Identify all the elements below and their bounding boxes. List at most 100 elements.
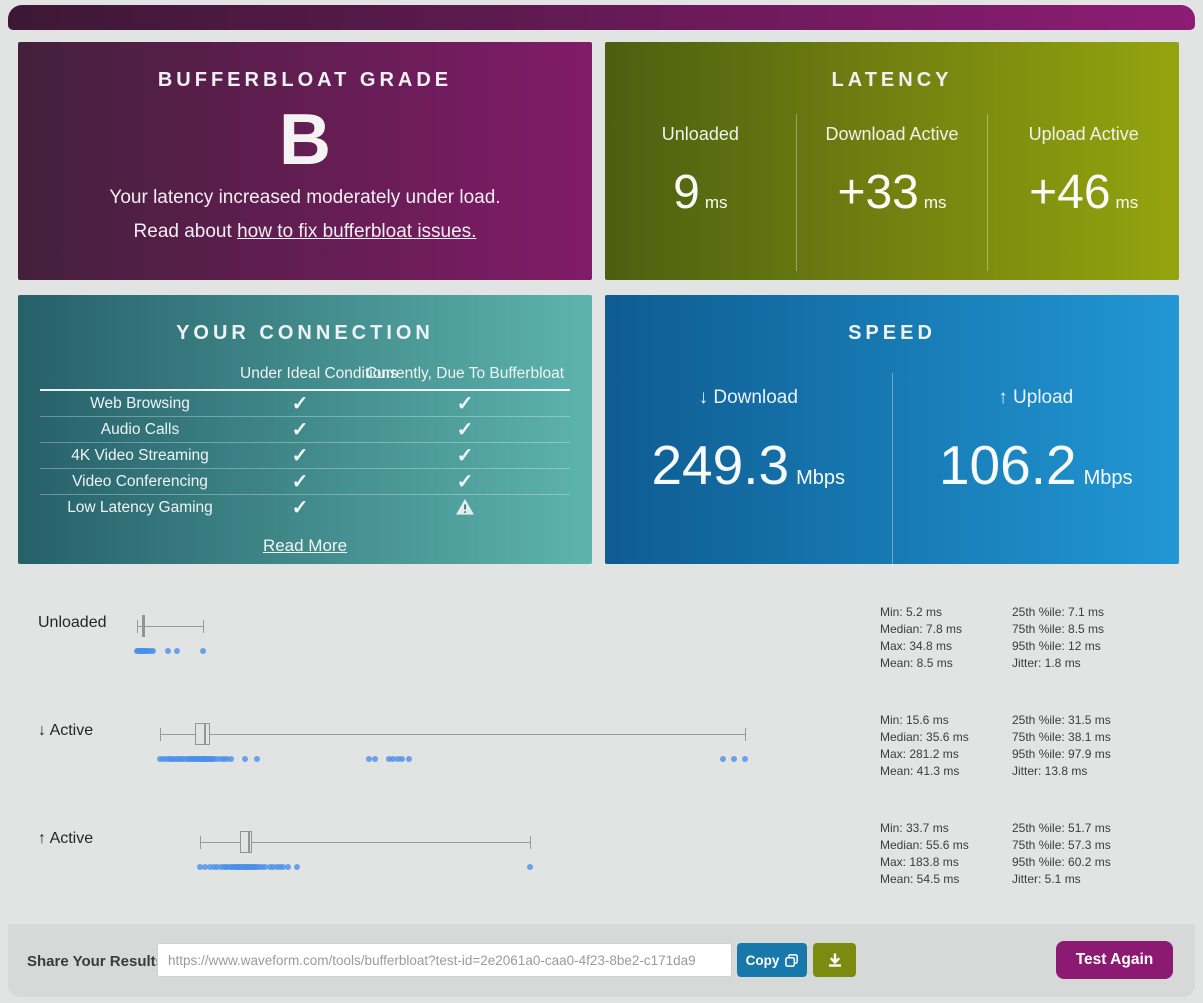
plot-row-label: ↑ Active xyxy=(38,830,94,847)
scatter-dot xyxy=(211,864,217,870)
plot-row-label: Unloaded xyxy=(38,614,107,631)
read-more-link[interactable]: Read More xyxy=(262,536,348,555)
latency-value: 9 ms xyxy=(673,166,728,219)
stat-line: Max: 183.8 ms xyxy=(880,855,959,869)
connection-header-ideal: Under Ideal Conditions xyxy=(240,365,398,382)
latency-columns: Unloaded 9 ms Download Active +33 ms Upload Ac… xyxy=(605,114,1179,271)
share-url-input[interactable] xyxy=(157,943,732,977)
latency-unit: ms xyxy=(1115,193,1139,212)
read-about-text: Read about xyxy=(133,221,238,242)
scatter-dot xyxy=(197,864,204,870)
scatter-dot xyxy=(206,864,213,870)
connection-row: Video Conferencing ✓ ✓ xyxy=(40,468,570,494)
scatter-dot xyxy=(273,864,280,870)
check-icon: ✓ xyxy=(456,419,474,441)
whisker-cap-left xyxy=(160,728,162,741)
connection-row: 4K Video Streaming ✓ ✓ xyxy=(40,442,570,468)
scatter-dot xyxy=(224,756,231,762)
scatter-dot xyxy=(366,756,373,762)
stat-line: 25th %ile: 31.5 ms xyxy=(1012,713,1111,727)
speed-column-label: ↑ Upload xyxy=(998,387,1074,408)
scatter-dot xyxy=(405,756,412,762)
check-icon: ✓ xyxy=(291,445,309,467)
stat-line: Median: 7.8 ms xyxy=(880,622,963,636)
plot-stats-column-2: 25th %ile: 7.1 ms 75th %ile: 8.5 ms 95th %… xyxy=(1012,604,1104,672)
stat-line: 25th %ile: 51.7 ms xyxy=(1012,821,1111,835)
scatter-dot xyxy=(150,648,157,654)
share-footer: Share Your Results: Copy Test Again xyxy=(8,924,1195,997)
connection-row: Web Browsing ✓ ✓ xyxy=(40,391,570,416)
stat-line: Min: 5.2 ms xyxy=(880,605,943,619)
speed-columns: ↓ Download 249.3 Mbps ↑ Upload 106.2 Mbps xyxy=(605,373,1179,566)
stat-line: 25th %ile: 7.1 ms xyxy=(1012,605,1105,619)
latency-column-label: Unloaded xyxy=(661,124,739,144)
speed-column: ↑ Upload 106.2 Mbps xyxy=(891,373,1180,566)
scatter-dot xyxy=(214,864,221,870)
connection-ideal-cell: ✓ xyxy=(240,495,360,520)
stat-line: Max: 34.8 ms xyxy=(880,639,953,653)
connection-ideal-cell: ✓ xyxy=(240,469,360,494)
stat-line: Mean: 8.5 ms xyxy=(880,656,953,670)
fix-bufferbloat-link[interactable]: how to fix bufferbloat issues. xyxy=(237,221,477,242)
latency-unit: ms xyxy=(704,193,728,212)
connection-card: YOUR CONNECTION Under Ideal Conditions Cu… xyxy=(18,295,592,564)
stat-line: Jitter: 13.8 ms xyxy=(1012,764,1088,778)
speed-unit: Mbps xyxy=(796,467,846,489)
speed-unit: Mbps xyxy=(1083,467,1133,489)
stat-line: 95th %ile: 12 ms xyxy=(1012,639,1101,653)
scatter-dot xyxy=(227,756,234,762)
whisker-cap-left xyxy=(200,836,202,849)
scatter-dot xyxy=(174,648,181,654)
stat-line: Jitter: 1.8 ms xyxy=(1012,656,1081,670)
check-icon: ✓ xyxy=(291,497,309,519)
whisker-cap-right xyxy=(530,836,532,849)
download-button[interactable] xyxy=(813,943,856,977)
whisker-cap-left xyxy=(137,620,139,633)
grade-letter: B xyxy=(279,100,331,180)
scatter-dot xyxy=(731,756,738,762)
latency-value: +33 ms xyxy=(837,166,947,219)
scatter-dot xyxy=(270,864,277,870)
latency-unit: ms xyxy=(923,193,947,212)
connection-current-cell: ✓ xyxy=(360,391,570,416)
stat-line: Median: 35.6 ms xyxy=(880,730,969,744)
boxplot-box xyxy=(195,723,210,745)
scatter-dot xyxy=(293,864,300,870)
test-again-button[interactable]: Test Again xyxy=(1056,941,1173,979)
upload-arrow-icon: ↑ xyxy=(998,387,1014,408)
check-icon: ✓ xyxy=(291,419,309,441)
connection-table: Under Ideal Conditions Currently, Due To … xyxy=(40,359,570,520)
plot-stats-column-1: Min: 15.6 ms Median: 35.6 ms Max: 281.2 ms… xyxy=(880,712,969,780)
download-arrow-icon: ↓ xyxy=(698,387,714,408)
connection-current-cell: ✓ xyxy=(360,443,570,468)
latency-card: LATENCY Unloaded 9 ms Download Active +33 ms U… xyxy=(605,42,1179,280)
boxplot-median-line xyxy=(204,723,207,745)
scatter-dot xyxy=(261,864,268,870)
copy-button[interactable]: Copy xyxy=(737,943,807,977)
check-icon: ✓ xyxy=(291,393,309,415)
whisker-cap-right xyxy=(202,620,204,633)
stat-line: 95th %ile: 97.9 ms xyxy=(1012,747,1111,761)
scatter-dot xyxy=(157,756,164,762)
scatter-dot xyxy=(399,756,406,762)
scatter-dot xyxy=(394,756,401,762)
latency-column: Download Active +33 ms xyxy=(795,114,988,271)
whisker-cap-right xyxy=(744,728,746,741)
connection-ideal-cell: ✓ xyxy=(240,417,360,442)
plot-row: ↓ Active Min: 15.6 ms Median: 35.6 ms Max: … xyxy=(0,686,1203,794)
connection-header-current: Currently, Due To Bufferbloat xyxy=(365,365,565,382)
whisker-line xyxy=(160,734,745,735)
connection-row-label: 4K Video Streaming xyxy=(71,446,209,464)
scatter-dot xyxy=(280,864,287,870)
stat-line: Median: 55.6 ms xyxy=(880,838,969,852)
plot-stats-column-1: Min: 33.7 ms Median: 55.6 ms Max: 183.8 ms… xyxy=(880,820,969,888)
stat-line: Mean: 41.3 ms xyxy=(880,764,960,778)
latency-value: +46 ms xyxy=(1029,166,1139,219)
copy-button-label: Copy xyxy=(745,952,780,968)
scatter-dot xyxy=(720,756,727,762)
stat-line: 75th %ile: 38.1 ms xyxy=(1012,730,1111,744)
boxplot-median-line xyxy=(143,615,146,637)
connection-row-label: Video Conferencing xyxy=(72,472,208,490)
download-icon xyxy=(828,953,841,967)
scatter-dot xyxy=(390,756,397,762)
